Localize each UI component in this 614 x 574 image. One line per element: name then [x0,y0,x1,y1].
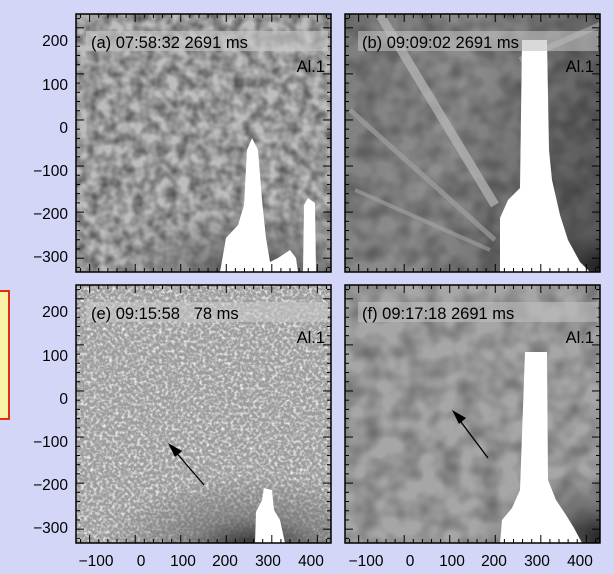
panel-e-title: (e) 09:15:58 78 ms [91,305,239,323]
side-highlight-box [0,290,10,420]
panel-f-title: (f) 09:17:18 2691 ms [362,305,514,323]
panel-a-title: (a) 07:58:32 2691 ms [91,34,248,52]
y-tick-label: −100 [33,434,68,451]
x-tick-label: 200 [212,553,238,570]
y-tick-label: −200 [33,206,68,223]
x-tick-label: 0 [137,553,146,570]
y-tick-label: 100 [42,77,68,94]
x-tick-label: 400 [567,553,593,570]
panel-f [344,284,601,544]
panel-e [75,284,332,544]
x-tick-label: 300 [255,553,281,570]
panel-a [75,13,332,273]
arrow-up-left-icon [173,449,205,486]
panel-a-instrument: Al.1 [297,58,325,76]
y-tick-label: −300 [33,249,68,266]
y-axis-bottom: 200 100 0 −100 −200 −300 [33,304,68,537]
panel-b-title: (b) 09:09:02 2691 ms [362,34,519,52]
y-tick-label: 200 [42,33,68,50]
y-tick-label: −200 [33,477,68,494]
panel-f-instrument: Al.1 [566,329,594,347]
y-axis-top: 200 100 0 −100 −200 −300 [33,33,68,266]
panel-labels: (a) 07:58:32 2691 ms Al.1 (b) 09:09:02 2… [86,31,598,347]
panel-e-instrument: Al.1 [297,329,325,347]
x-tick-label: 200 [481,553,507,570]
x-tick-label: −100 [79,553,114,570]
y-tick-label: 200 [42,304,68,321]
y-tick-label: −100 [33,163,68,180]
x-tick-label: 100 [170,553,196,570]
y-tick-label: −300 [33,520,68,537]
x-tick-label: 300 [524,553,550,570]
x-tick-label: 400 [298,553,324,570]
x-tick-label: 0 [406,553,415,570]
y-tick-label: 100 [42,348,68,365]
panel-b-instrument: Al.1 [566,58,594,76]
arrow-up-left-icon [457,417,489,459]
x-tick-label: 100 [439,553,465,570]
axis-ticks [76,14,600,543]
x-axis-right: −100 0 100 200 300 400 [349,553,594,570]
y-tick-label: 0 [59,120,68,137]
x-tick-label: −100 [349,553,384,570]
panel-b [344,13,601,273]
x-axis-left: −100 0 100 200 300 400 [79,553,325,570]
y-tick-label: 0 [59,391,68,408]
